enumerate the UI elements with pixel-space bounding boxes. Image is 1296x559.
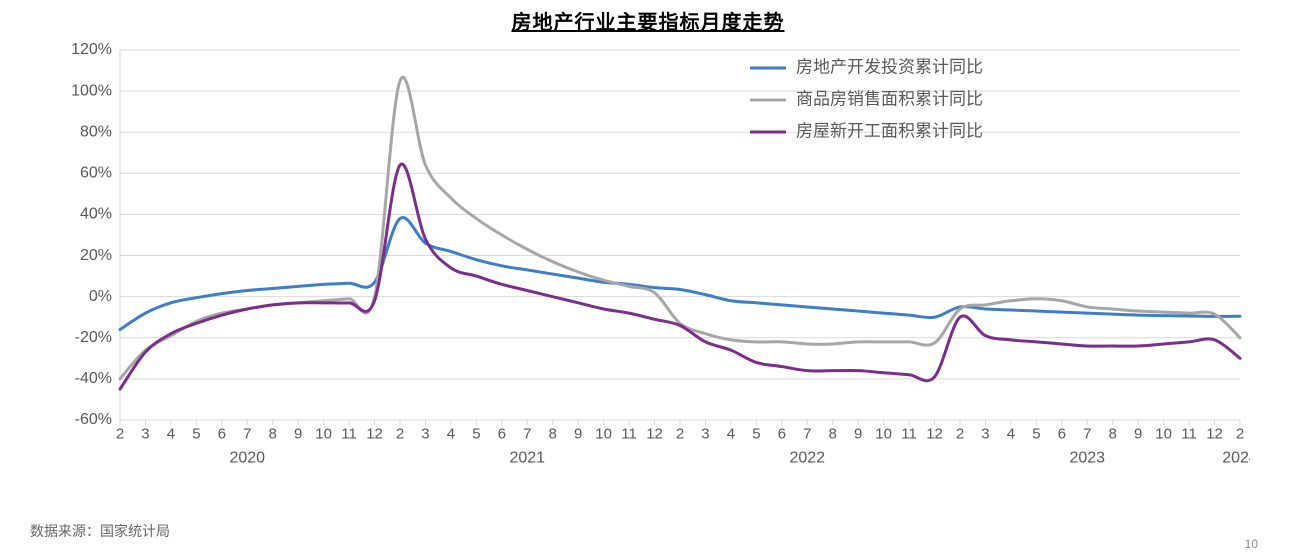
svg-text:8: 8 [269,425,277,442]
svg-text:10: 10 [1155,425,1172,442]
svg-text:11: 11 [1181,425,1197,442]
svg-text:6: 6 [498,425,506,442]
svg-text:3: 3 [421,425,429,442]
svg-text:40%: 40% [80,206,112,223]
svg-text:12: 12 [366,425,383,442]
legend-label: 房地产开发投资累计同比 [796,57,983,76]
svg-text:8: 8 [1109,425,1117,442]
svg-text:12: 12 [646,425,663,442]
svg-text:5: 5 [472,425,480,442]
svg-text:7: 7 [243,425,251,442]
svg-text:9: 9 [294,425,302,442]
svg-text:11: 11 [621,425,637,442]
svg-text:0%: 0% [89,288,112,305]
svg-text:4: 4 [727,425,735,442]
svg-text:60%: 60% [80,165,112,182]
svg-text:7: 7 [1083,425,1091,442]
svg-text:2021: 2021 [509,449,545,466]
svg-text:3: 3 [701,425,709,442]
svg-text:2022: 2022 [789,449,825,466]
legend-label: 房屋新开工面积累计同比 [796,121,983,140]
series-line [120,164,1240,389]
svg-text:120%: 120% [71,41,112,58]
svg-text:2: 2 [956,425,964,442]
svg-text:9: 9 [574,425,582,442]
svg-text:3: 3 [141,425,149,442]
svg-text:7: 7 [523,425,531,442]
svg-text:11: 11 [901,425,917,442]
svg-text:80%: 80% [80,123,112,140]
svg-text:10: 10 [595,425,612,442]
svg-text:8: 8 [829,425,837,442]
series-line [120,218,1240,330]
line-chart: -60%-40%-20%0%20%40%60%80%100%120%234567… [50,40,1250,480]
svg-text:4: 4 [167,425,175,442]
svg-text:5: 5 [192,425,200,442]
svg-text:-60%: -60% [75,411,112,428]
svg-text:9: 9 [854,425,862,442]
svg-text:100%: 100% [71,82,112,99]
svg-text:6: 6 [778,425,786,442]
chart-svg: -60%-40%-20%0%20%40%60%80%100%120%234567… [50,40,1250,480]
chart-title: 房地产行业主要指标月度走势 [0,6,1296,35]
svg-text:9: 9 [1134,425,1142,442]
svg-text:12: 12 [926,425,943,442]
svg-text:20%: 20% [80,247,112,264]
svg-text:2020: 2020 [229,449,265,466]
svg-text:12: 12 [1206,425,1223,442]
svg-text:11: 11 [341,425,357,442]
svg-text:6: 6 [1058,425,1066,442]
svg-text:5: 5 [1032,425,1040,442]
svg-text:8: 8 [549,425,557,442]
svg-text:2: 2 [1236,425,1244,442]
svg-text:6: 6 [218,425,226,442]
svg-text:-40%: -40% [75,370,112,387]
svg-text:2023: 2023 [1069,449,1105,466]
data-source-footer: 数据来源：国家统计局 [30,521,170,541]
svg-text:3: 3 [981,425,989,442]
svg-text:7: 7 [803,425,811,442]
page-number: 10 [1245,537,1258,551]
svg-text:2: 2 [676,425,684,442]
svg-text:4: 4 [1007,425,1015,442]
series-line [120,77,1240,379]
svg-text:2: 2 [396,425,404,442]
svg-text:10: 10 [315,425,332,442]
legend-label: 商品房销售面积累计同比 [796,89,983,108]
svg-text:4: 4 [447,425,455,442]
svg-text:-20%: -20% [75,329,112,346]
svg-text:10: 10 [875,425,892,442]
svg-text:2: 2 [116,425,124,442]
svg-text:5: 5 [752,425,760,442]
svg-text:2024: 2024 [1222,449,1250,466]
